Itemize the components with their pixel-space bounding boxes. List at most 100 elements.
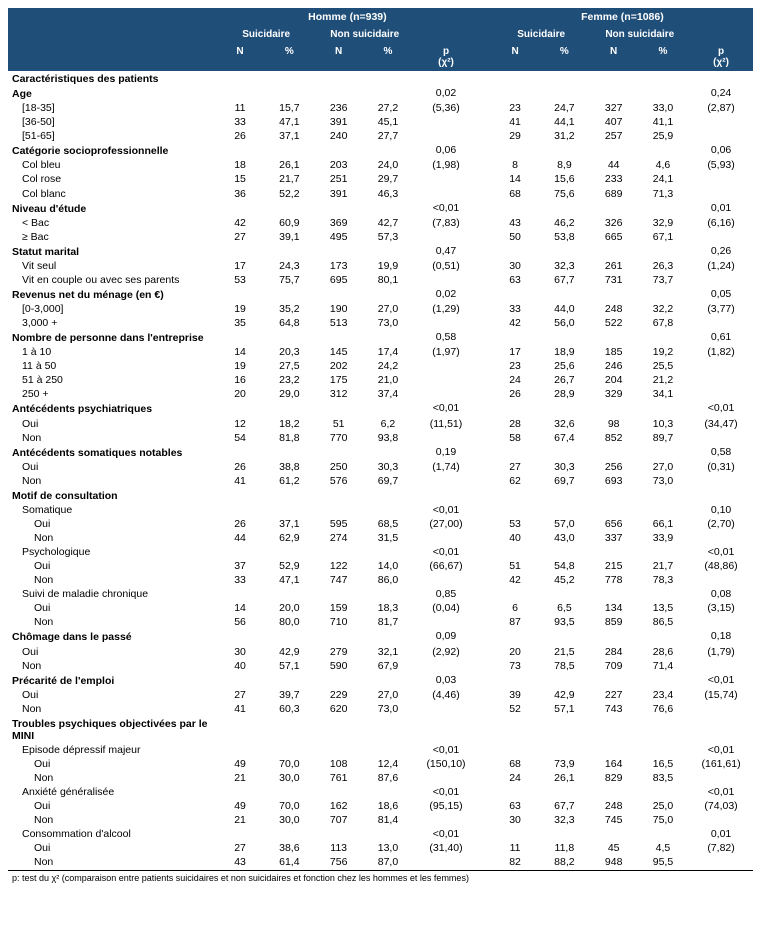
hdr-n: N [217,43,263,71]
hdr-pct: % [538,43,590,71]
data-row: Non3347,174786,04245,277878,3 [8,573,753,587]
row-label: Non [8,771,217,785]
row-label: 1 à 10 [8,345,217,359]
hdr-pct: % [263,43,315,71]
group-label: Revenus net du ménage (en €) [8,287,217,302]
row-label: Non [8,615,217,629]
row-label: < Bac [8,216,217,230]
data-row: Oui1420,015918,3(0,04)66,513413,5(3,15) [8,601,753,615]
row-label: Oui [8,417,217,431]
row-label: [51-65] [8,129,217,143]
row-label: Non [8,573,217,587]
data-row: Non4161,257669,76269,769373,0 [8,474,753,488]
data-row: Consommation d'alcool<0,010,01 [8,827,753,841]
row-label: Non [8,431,217,445]
group-row: Motif de consultation [8,488,753,503]
row-label: Anxiété généralisée [8,785,217,799]
group-row: Catégorie socioprofessionnelle0,060,06 [8,143,753,158]
group-label: Troubles psychiques objectivées par le M… [8,716,217,743]
data-row: < Bac4260,936942,7(7,83)4346,232632,9(6,… [8,216,753,230]
data-row: 11 à 501927,520224,22325,624625,5 [8,359,753,373]
hdr-pct: % [637,43,689,71]
row-label: Oui [8,757,217,771]
data-row: Psychologique<0,01<0,01 [8,545,753,559]
data-row: ≥ Bac2739,149557,35053,866567,1 [8,230,753,244]
hdr-m-suicidal: Suicidaire [217,26,316,43]
group-row: Nombre de personne dans l'entreprise0,58… [8,330,753,345]
table-header: Homme (n=939) Femme (n=1086) Suicidaire … [8,8,753,71]
data-row: 250 +2029,031237,42628,932934,1 [8,387,753,401]
data-row: Col bleu1826,120324,0(1,98)88,9444,6(5,9… [8,158,753,172]
section-row: Caractéristiques des patients [8,71,753,86]
hdr-male: Homme (n=939) [217,8,478,26]
data-row: Oui3752,912214,0(66,67)5154,821521,7(48,… [8,559,753,573]
row-label: Oui [8,601,217,615]
row-label: 3,000 + [8,316,217,330]
data-row: Oui2738,611313,0(31,40)1111,8454,5(7,82) [8,841,753,855]
data-row: Non5680,071081,78793,585986,5 [8,615,753,629]
footnote: p: test du χ² (comparaison entre patient… [8,870,753,884]
row-label: 51 à 250 [8,373,217,387]
group-label: Niveau d'étude [8,201,217,216]
row-label: Non [8,702,217,716]
hdr-f-nonsuicidal: Non suicidaire [590,26,689,43]
data-row: Col rose1521,725129,71415,623324,1 [8,172,753,186]
row-label: Oui [8,841,217,855]
group-label: Motif de consultation [8,488,217,503]
row-label: Oui [8,688,217,702]
row-label: Oui [8,559,217,573]
data-row: 1 à 101420,314517,4(1,97)1718,918519,2(1… [8,345,753,359]
row-label: Oui [8,460,217,474]
row-label: Vit en couple ou avec ses parents [8,273,217,287]
row-label: Non [8,474,217,488]
data-row: Oui3042,927932,1(2,92)2021,528428,6(1,79… [8,645,753,659]
data-row: Non2130,070781,43032,374575,0 [8,813,753,827]
data-row: Non4361,475687,08288,294895,5 [8,855,753,870]
table-body: Caractéristiques des patientsAge0,020,24… [8,71,753,870]
group-row: Antécédents somatiques notables0,190,58 [8,445,753,460]
data-row: 3,000 +3564,851373,04256,052267,8 [8,316,753,330]
group-row: Age0,020,24 [8,86,753,101]
data-row: Episode dépressif majeur<0,01<0,01 [8,743,753,757]
row-label: Somatique [8,503,217,517]
hdr-female: Femme (n=1086) [492,8,753,26]
row-label: Non [8,659,217,673]
data-row: Non4057,159067,97378,570971,4 [8,659,753,673]
hdr-f-suicidal: Suicidaire [492,26,591,43]
data-row: Non5481,877093,85867,485289,7 [8,431,753,445]
row-label: Suivi de maladie chronique [8,587,217,601]
hdr-n: N [492,43,538,71]
row-label: [18-35] [8,101,217,115]
row-label: ≥ Bac [8,230,217,244]
group-label: Age [8,86,217,101]
row-label: Col rose [8,172,217,186]
row-label: Oui [8,799,217,813]
stats-table: Homme (n=939) Femme (n=1086) Suicidaire … [8,8,753,884]
row-label: Non [8,813,217,827]
group-row: Précarité de l'emploi0,03<0,01 [8,673,753,688]
hdr-p: p(χ²) [414,43,478,71]
group-label: Chômage dans le passé [8,629,217,644]
data-row: Non4160,362073,05257,174376,6 [8,702,753,716]
data-row: [18-35]1115,723627,2(5,36)2324,732733,0(… [8,101,753,115]
data-row: [0-3,000]1935,219027,0(1,29)3344,024832,… [8,302,753,316]
data-row: Oui2739,722927,0(4,46)3942,922723,4(15,7… [8,688,753,702]
row-label: Non [8,531,217,545]
data-row: Non2130,076187,62426,182983,5 [8,771,753,785]
group-row: Chômage dans le passé0,090,18 [8,629,753,644]
group-row: Statut marital0,470,26 [8,244,753,259]
data-row: [36-50]3347,139145,14144,140741,1 [8,115,753,129]
hdr-p: p(χ²) [689,43,753,71]
row-label: Col blanc [8,187,217,201]
data-row: Oui4970,016218,6(95,15)6367,724825,0(74,… [8,799,753,813]
group-row: Antécédents psychiatriques<0,01<0,01 [8,401,753,416]
row-label: Oui [8,517,217,531]
group-label: Antécédents somatiques notables [8,445,217,460]
data-row: Vit en couple ou avec ses parents5375,76… [8,273,753,287]
row-label: [0-3,000] [8,302,217,316]
row-label: Col bleu [8,158,217,172]
row-label: 11 à 50 [8,359,217,373]
group-label: Catégorie socioprofessionnelle [8,143,217,158]
row-label: Psychologique [8,545,217,559]
group-label: Nombre de personne dans l'entreprise [8,330,217,345]
